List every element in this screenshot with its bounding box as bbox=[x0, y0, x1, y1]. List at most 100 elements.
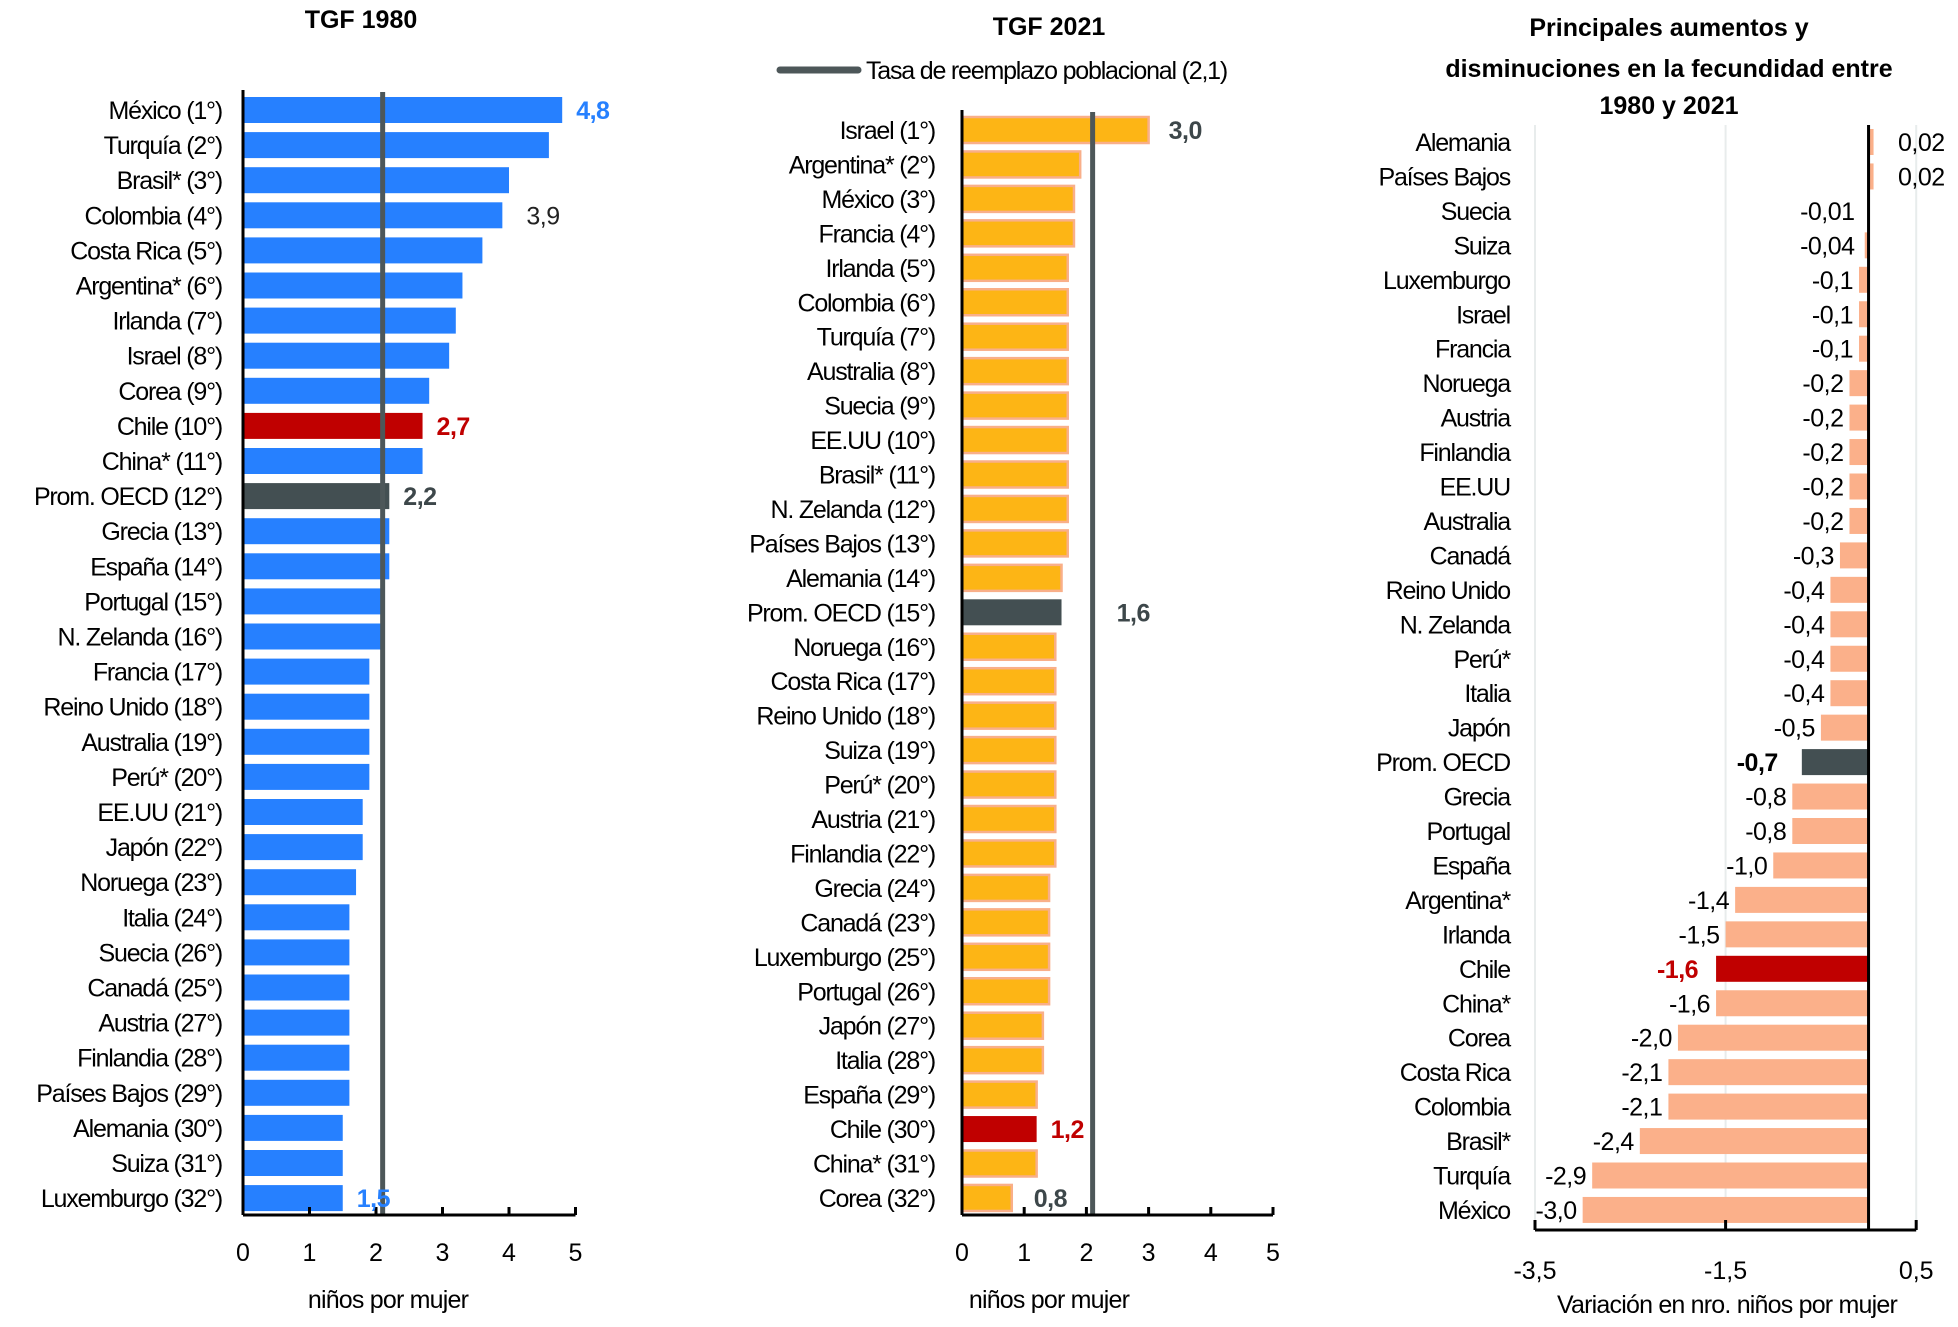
category-label: Suecia (26°) bbox=[99, 939, 222, 967]
bar-italia-28 bbox=[960, 1045, 1045, 1075]
x-axis-title: Variación en nro. niños por mujer bbox=[1557, 1291, 1897, 1319]
category-label: Austria bbox=[1441, 405, 1512, 433]
bar-n-zelanda-16 bbox=[243, 623, 383, 650]
category-label: Suiza bbox=[1453, 232, 1511, 260]
data-label: 1,2 bbox=[1051, 1116, 1084, 1144]
category-label: Colombia bbox=[1414, 1094, 1511, 1122]
category-label: España (14°) bbox=[90, 553, 222, 581]
bar-prom-oecd-12 bbox=[243, 483, 390, 510]
value-label: -0,1 bbox=[1812, 301, 1853, 329]
category-label: Grecia (13°) bbox=[101, 518, 222, 546]
value-label: -0,1 bbox=[1812, 267, 1853, 295]
bar-austria-27 bbox=[243, 1009, 350, 1036]
data-label: 4,8 bbox=[576, 97, 610, 125]
category-label: Canadá bbox=[1430, 542, 1512, 570]
category-label: Colombia (6°) bbox=[797, 289, 935, 317]
x-tick-label: 0 bbox=[955, 1239, 969, 1267]
category-label: N. Zelanda (16°) bbox=[58, 624, 223, 652]
bar-australia bbox=[1849, 507, 1869, 534]
value-label: -2,1 bbox=[1621, 1059, 1662, 1087]
category-label: EE.UU bbox=[1440, 474, 1511, 502]
category-label: Brasil* (11°) bbox=[819, 462, 935, 490]
tgf-2021-panel: TGF 2021 Tasa de reemplazo poblacional (… bbox=[747, 13, 1280, 1314]
category-label: Costa Rica bbox=[1400, 1059, 1512, 1087]
category-label: Francia (17°) bbox=[93, 659, 222, 687]
bar-grecia-13 bbox=[243, 518, 390, 545]
bar-ee-uu-10 bbox=[960, 425, 1069, 455]
bar-paises-bajos-29 bbox=[243, 1079, 350, 1106]
bar-colombia-4 bbox=[243, 202, 503, 229]
category-label: Suecia bbox=[1441, 198, 1512, 226]
category-label: México (3°) bbox=[822, 186, 936, 214]
value-label: -0,8 bbox=[1745, 818, 1786, 846]
bar-japon-22 bbox=[243, 834, 363, 861]
bar-mexico bbox=[1582, 1196, 1869, 1223]
value-label: 0,02 bbox=[1898, 129, 1945, 157]
bar-israel bbox=[1859, 301, 1869, 328]
bar-suiza-31 bbox=[243, 1150, 343, 1176]
data-label: 0,8 bbox=[1034, 1185, 1068, 1213]
category-label: Italia (24°) bbox=[122, 904, 222, 932]
bar-china-31 bbox=[960, 1149, 1038, 1178]
bar-japon-27 bbox=[960, 1011, 1045, 1040]
category-label: Italia bbox=[1464, 680, 1511, 708]
bar-n-zelanda-12 bbox=[960, 494, 1069, 524]
bar-alemania-14 bbox=[960, 563, 1063, 593]
bar-ee-uu-21 bbox=[243, 799, 363, 825]
bar-corea-9 bbox=[243, 377, 430, 404]
category-label: Canadá (25°) bbox=[87, 975, 222, 1003]
bar-suiza-19 bbox=[960, 735, 1057, 765]
data-label: 3,0 bbox=[1169, 117, 1202, 145]
category-label: Finlandia bbox=[1419, 439, 1511, 467]
category-label: Japón (22°) bbox=[106, 834, 222, 862]
data-label: 3,9 bbox=[526, 202, 559, 230]
value-label: -0,01 bbox=[1800, 198, 1854, 226]
bar-costa-rica-5 bbox=[243, 237, 483, 264]
category-label: Turquía (2°) bbox=[104, 132, 222, 160]
category-label: Suiza (31°) bbox=[111, 1150, 222, 1178]
bar-turquia bbox=[1592, 1162, 1869, 1189]
bar-francia bbox=[1859, 335, 1869, 362]
value-label: -2,4 bbox=[1593, 1128, 1635, 1156]
category-label: Finlandia (22°) bbox=[790, 840, 935, 868]
category-label: México (1°) bbox=[109, 97, 223, 125]
category-label: Costa Rica (17°) bbox=[771, 668, 935, 696]
bar-turquia-2 bbox=[243, 132, 549, 159]
bar-argentina-6 bbox=[243, 272, 463, 299]
value-label: -1,4 bbox=[1688, 887, 1730, 915]
category-label: Prom. OECD (12°) bbox=[34, 483, 222, 511]
bar-japon bbox=[1820, 714, 1869, 741]
bar-mexico-3 bbox=[960, 184, 1076, 214]
x-tick-label: 2 bbox=[1079, 1239, 1093, 1267]
bar-noruega bbox=[1849, 370, 1869, 397]
change-panel: Principales aumentos y disminuciones en … bbox=[1376, 14, 1945, 1319]
bar-suiza bbox=[1864, 232, 1869, 259]
category-label: Reino Unido (18°) bbox=[756, 703, 935, 731]
category-label: China* bbox=[1442, 990, 1511, 1018]
bar-australia-8 bbox=[960, 356, 1069, 386]
category-label: Argentina* (6°) bbox=[76, 273, 222, 301]
category-label: Costa Rica (5°) bbox=[70, 237, 222, 265]
x-tick-label: 0 bbox=[236, 1239, 250, 1267]
bar-colombia bbox=[1668, 1093, 1869, 1120]
category-label: Irlanda bbox=[1442, 921, 1511, 949]
category-label: China* (31°) bbox=[813, 1151, 935, 1179]
x-tick-label: 3 bbox=[1142, 1239, 1156, 1267]
bar-irlanda-5 bbox=[960, 253, 1069, 283]
category-label: Canadá (23°) bbox=[800, 909, 935, 937]
bar-suecia-26 bbox=[243, 939, 350, 966]
bar-costa-rica-17 bbox=[960, 666, 1057, 696]
x-tick-label: 1 bbox=[1017, 1239, 1031, 1267]
bar-austria bbox=[1849, 404, 1869, 431]
x-tick-label: 0,5 bbox=[1899, 1257, 1934, 1285]
category-label: Portugal (15°) bbox=[84, 588, 222, 616]
legend: Tasa de reemplazo poblacional (2,1) bbox=[776, 57, 1228, 85]
category-label: Francia (4°) bbox=[819, 220, 935, 248]
category-label: Francia bbox=[1435, 336, 1511, 364]
bar-espana-29 bbox=[960, 1080, 1038, 1109]
value-label: -0,4 bbox=[1783, 646, 1825, 674]
category-label: Austria (21°) bbox=[811, 806, 935, 834]
x-tick-label: 5 bbox=[569, 1239, 583, 1267]
bar-corea-32 bbox=[960, 1183, 1014, 1213]
bar-argentina-2 bbox=[960, 150, 1082, 179]
